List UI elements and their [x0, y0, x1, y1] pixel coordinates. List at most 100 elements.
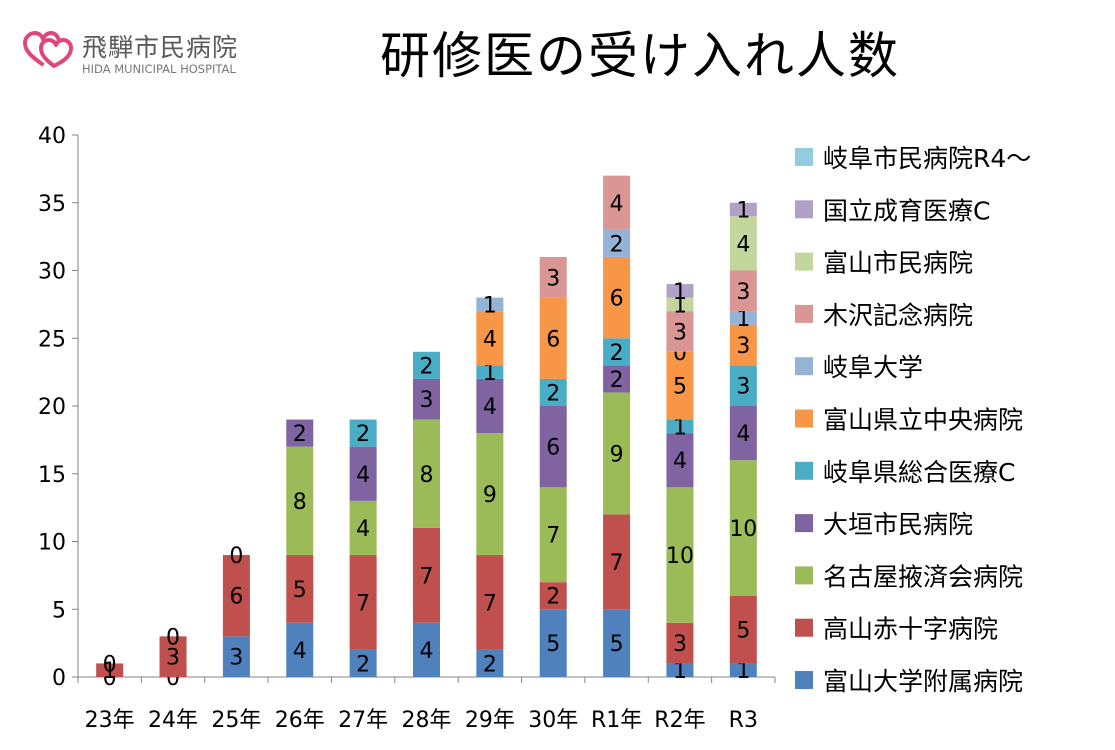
x-tick-label: 26年 [275, 708, 325, 733]
legend-label: 名古屋掖済会病院 [823, 562, 1023, 591]
bar-segment [413, 419, 440, 528]
bar-segment [476, 433, 504, 556]
bar-segment [349, 419, 377, 447]
legend-label: 岐阜市民病院R4～ [823, 144, 1031, 173]
bar-data-label: 3 [546, 266, 560, 291]
bar-segment [349, 649, 377, 677]
bar-segment [603, 392, 631, 515]
bar-segment [729, 595, 757, 664]
bar-data-label: 7 [483, 591, 497, 616]
bar-segment [603, 609, 631, 677]
bar-data-label: 6 [546, 327, 560, 352]
bar-segment [413, 351, 440, 379]
legend-label: 富山県立中央病院 [823, 406, 1023, 435]
bar-segment [539, 609, 567, 677]
bar-data-label: 2 [420, 354, 434, 379]
bar-segment [603, 365, 631, 393]
legend-label: 岐阜県総合医療C [823, 458, 1015, 487]
bar-segment [413, 378, 440, 420]
legend-swatch [795, 566, 813, 585]
bar-data-label: 10 [666, 544, 694, 569]
bar-segment [729, 202, 757, 217]
legend-label: 高山赤十字病院 [823, 615, 998, 644]
x-tick-label: 28年 [402, 708, 452, 733]
bar-segment [729, 311, 757, 325]
x-tick-label: 27年 [338, 708, 388, 733]
bar-segment [666, 663, 694, 677]
bar-data-label: 1 [736, 659, 750, 684]
chart-title: 研修医の受け入れ人数 [380, 27, 900, 85]
legend-label: 富山市民病院 [823, 249, 973, 278]
bar-data-label: 6 [229, 585, 243, 610]
bar-data-label: 1 [673, 293, 687, 318]
bar-data-label: 4 [420, 639, 434, 664]
bar-segment [286, 622, 314, 677]
bar-segment [539, 256, 567, 298]
bar-data-label: 4 [483, 327, 497, 352]
legend-swatch [795, 304, 813, 323]
bar-segment [666, 433, 694, 488]
bar-data-label: 4 [673, 449, 687, 474]
bar-segment [286, 419, 314, 447]
bar-data-label: 1 [103, 659, 117, 684]
bar-segment [603, 229, 631, 257]
legend-swatch [795, 357, 813, 376]
bar-segment [729, 216, 757, 271]
bar-segment [413, 622, 440, 677]
bar-data-label: 4 [293, 639, 307, 664]
x-tick-label: 30年 [528, 708, 578, 733]
bar-segment [539, 582, 567, 610]
bar-segment [222, 555, 250, 637]
hospital-logo: 飛騨市民病院 HIDA MUNICIPAL HOSPITAL [22, 28, 272, 83]
bar-data-label: 3 [166, 646, 180, 671]
bar-segment [666, 419, 694, 434]
bar-data-label: 3 [736, 375, 750, 400]
bar-segment [349, 446, 377, 501]
bar-data-label: 3 [229, 646, 243, 671]
bar-data-label: 2 [356, 422, 370, 447]
bar-segment [729, 365, 757, 406]
bar-data-label: 2 [546, 585, 560, 610]
bar-data-label: 5 [546, 632, 560, 657]
bar-data-label: 10 [729, 517, 757, 542]
y-tick-label: 20 [38, 395, 66, 420]
legend-label: 富山大学附属病院 [823, 667, 1023, 696]
legend-label: 大垣市民病院 [823, 510, 973, 539]
bar-segment [729, 460, 757, 596]
bar-data-label: 7 [546, 524, 560, 549]
y-tick-label: 40 [38, 124, 66, 149]
bar-segment [666, 297, 694, 312]
bar-segment [603, 338, 631, 366]
legend-label: 国立成育医療C [823, 196, 990, 225]
bar-data-label: 0 [229, 544, 243, 569]
bar-data-label: 3 [673, 632, 687, 657]
bar-data-label: 0 [166, 625, 180, 650]
x-tick-label: 25年 [211, 708, 261, 733]
legend-swatch [795, 252, 813, 271]
bar-segment [539, 378, 567, 406]
bar-data-label: 0 [103, 652, 117, 677]
bar-data-label: 8 [420, 463, 434, 488]
bar-data-label: 3 [736, 280, 750, 305]
bar-data-label: 7 [420, 564, 434, 589]
bar-data-label: 4 [356, 463, 370, 488]
bar-segment [539, 297, 567, 379]
bar-segment [729, 324, 757, 366]
bar-data-label: 7 [356, 591, 370, 616]
bar-data-label: 1 [673, 659, 687, 684]
bar-segment [476, 555, 504, 650]
bar-segment [476, 365, 504, 379]
y-tick-label: 35 [38, 192, 66, 217]
bar-data-label: 6 [546, 436, 560, 461]
bar-data-label: 3 [736, 334, 750, 359]
legend-swatch [795, 461, 813, 480]
bar-segment [729, 270, 757, 312]
legend-label: 岐阜大学 [823, 353, 923, 382]
bar-segment [666, 311, 694, 352]
bar-data-label: 5 [673, 375, 687, 400]
bar-data-label: 9 [610, 442, 624, 467]
bar-data-label: 2 [546, 381, 560, 406]
bar-data-label: 9 [483, 483, 497, 508]
bar-data-label: 6 [610, 287, 624, 312]
